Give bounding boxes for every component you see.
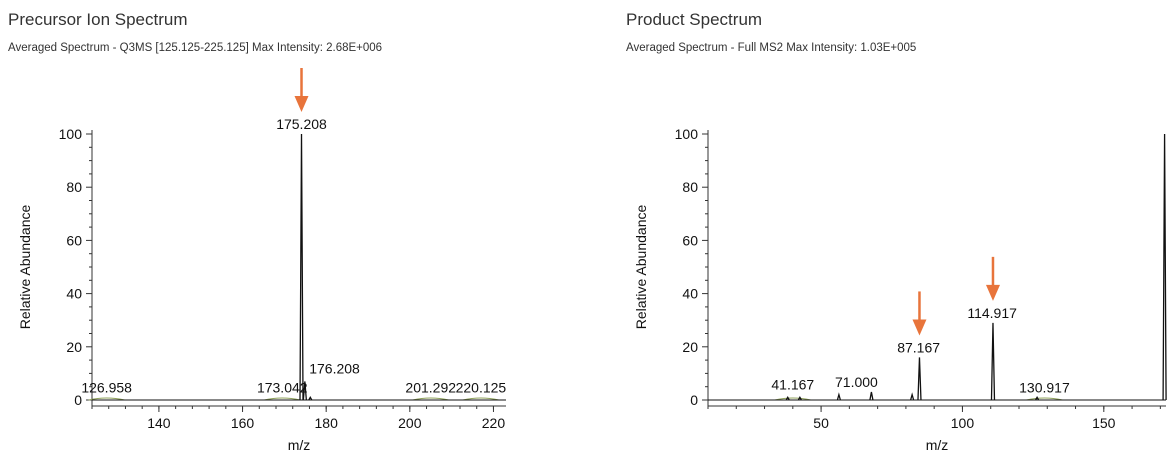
spectrum-peak [308, 396, 313, 401]
peak-label: 220.125 [456, 379, 507, 395]
spectrum-peak [1035, 396, 1040, 401]
annotation-arrow [294, 68, 309, 112]
peak-label: 130.917 [1019, 379, 1070, 395]
x-tick-label: 160 [231, 415, 255, 431]
peak-label: 114.917 [967, 305, 1017, 321]
annotation-arrow [912, 291, 927, 336]
x-tick-label: 100 [951, 415, 975, 431]
x-axis-label: m/z [926, 437, 949, 453]
peak-label: 87.167 [897, 339, 940, 355]
y-tick-label: 20 [682, 339, 698, 355]
peak-label: 71.000 [835, 374, 878, 390]
y-tick-label: 80 [682, 179, 698, 195]
spectrum-peak [299, 133, 304, 401]
y-tick-label: 40 [682, 286, 698, 302]
y-axis-label: Relative Abundance [633, 205, 649, 330]
smoothed-trace [412, 397, 449, 401]
peak-label: 201.292 [405, 379, 456, 395]
x-tick-label: 220 [482, 415, 506, 431]
y-tick-label: 60 [682, 232, 698, 248]
panel-title: Product Spectrum [626, 10, 763, 29]
smoothed-trace [774, 397, 811, 401]
annotation-arrow [985, 256, 1000, 301]
y-axis-label: Relative Abundance [17, 205, 33, 330]
spectrum-peak [909, 392, 915, 401]
smoothed-trace [462, 397, 500, 401]
peak-label: 173.042 [257, 379, 308, 395]
panel-subtitle: Averaged Spectrum - Full MS2 Max Intensi… [626, 42, 917, 54]
product-spectrum-chart: 0 20 40 60 80 100 50 100 150 m/z Relative Abundanc… [633, 126, 1167, 453]
y-tick-label: 60 [66, 232, 82, 248]
spectrum-peak [917, 357, 922, 401]
x-tick-label: 150 [1092, 415, 1116, 431]
y-tick-label: 100 [675, 126, 699, 142]
peak-label: 176.208 [309, 361, 360, 377]
x-tick-label: 180 [315, 415, 339, 431]
spectrum-peak [869, 391, 874, 401]
spectrum-peak [785, 396, 790, 401]
peak-label: 175.208 [276, 116, 327, 132]
peak-label: 41.167 [771, 377, 814, 393]
y-tick-label: 20 [66, 339, 82, 355]
x-tick-label: 50 [813, 415, 829, 431]
smoothed-trace [1026, 397, 1063, 401]
x-tick-label: 200 [398, 415, 422, 431]
y-tick-label: 80 [66, 179, 82, 195]
y-tick-label: 100 [59, 126, 83, 142]
smoothed-trace [88, 397, 125, 401]
spectrum-peak [302, 381, 308, 401]
spectrum-peak [797, 396, 802, 401]
precursor-spectrum-chart: 0 20 40 60 80 100 140 160 180 200 220 m/z Relative A… [17, 68, 507, 453]
y-tick-label: 0 [690, 392, 698, 408]
spectrum-peak [836, 392, 842, 401]
precursor-ion-spectrum-panel: Precursor Ion Spectrum Averaged Spectrum… [0, 0, 560, 456]
smoothed-trace [264, 397, 301, 401]
y-tick-label: 0 [74, 392, 82, 408]
x-tick-label: 140 [147, 415, 171, 431]
y-tick-label: 40 [66, 286, 82, 302]
peak-label: 126.958 [81, 379, 132, 395]
panel-subtitle: Averaged Spectrum - Q3MS [125.125-225.12… [8, 42, 383, 54]
spectrum-peak [990, 322, 996, 401]
panel-title: Precursor Ion Spectrum [8, 10, 188, 29]
x-axis-label: m/z [288, 437, 311, 453]
product-spectrum-panel: Product Spectrum Averaged Spectrum - Ful… [618, 0, 1168, 456]
spectrum-peak [1162, 133, 1167, 401]
